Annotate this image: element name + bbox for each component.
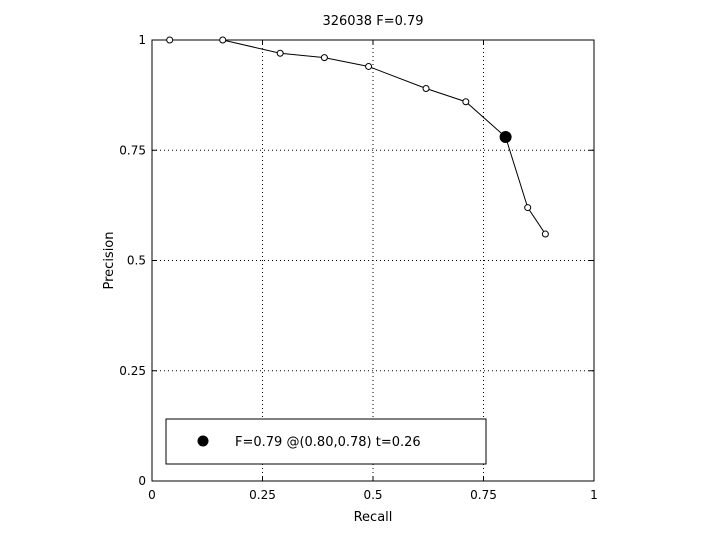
x-tick-label: 0.75 — [470, 488, 497, 502]
y-axis-title: Precision — [102, 231, 117, 289]
y-tick-label: 1 — [138, 33, 146, 47]
chart-title: 326038 F=0.79 — [322, 14, 423, 29]
best-f-point — [499, 131, 512, 144]
data-point — [365, 62, 373, 70]
data-point — [166, 36, 174, 44]
series-line — [169, 39, 546, 235]
y-tick-label: 0 — [138, 474, 146, 488]
x-axis-title: Recall — [354, 510, 393, 525]
legend: F=0.79 @(0.80,0.78) t=0.26 — [165, 418, 487, 465]
x-tick-label: 0.25 — [249, 488, 276, 502]
legend-box — [165, 418, 487, 465]
data-point — [422, 85, 430, 93]
grid-lines — [152, 40, 594, 481]
y-tick-label: 0.5 — [127, 254, 146, 268]
data-point — [524, 204, 532, 212]
data-point — [541, 230, 549, 238]
y-tick-label: 0.25 — [119, 364, 146, 378]
y-tick-label: 0.75 — [119, 143, 146, 157]
x-tick-label: 0.5 — [363, 488, 382, 502]
x-tick-label: 1 — [590, 488, 598, 502]
data-point — [320, 54, 328, 62]
legend-marker — [197, 435, 209, 447]
data-point — [276, 49, 284, 57]
series-layer — [166, 36, 549, 238]
axes: 0 0.25 0.5 0.75 1 0 0.25 0.5 0.75 1 — [119, 33, 598, 502]
data-point — [462, 98, 470, 106]
data-point — [219, 36, 227, 44]
x-tick-label: 0 — [148, 488, 156, 502]
legend-label: F=0.79 @(0.80,0.78) t=0.26 — [235, 435, 421, 450]
